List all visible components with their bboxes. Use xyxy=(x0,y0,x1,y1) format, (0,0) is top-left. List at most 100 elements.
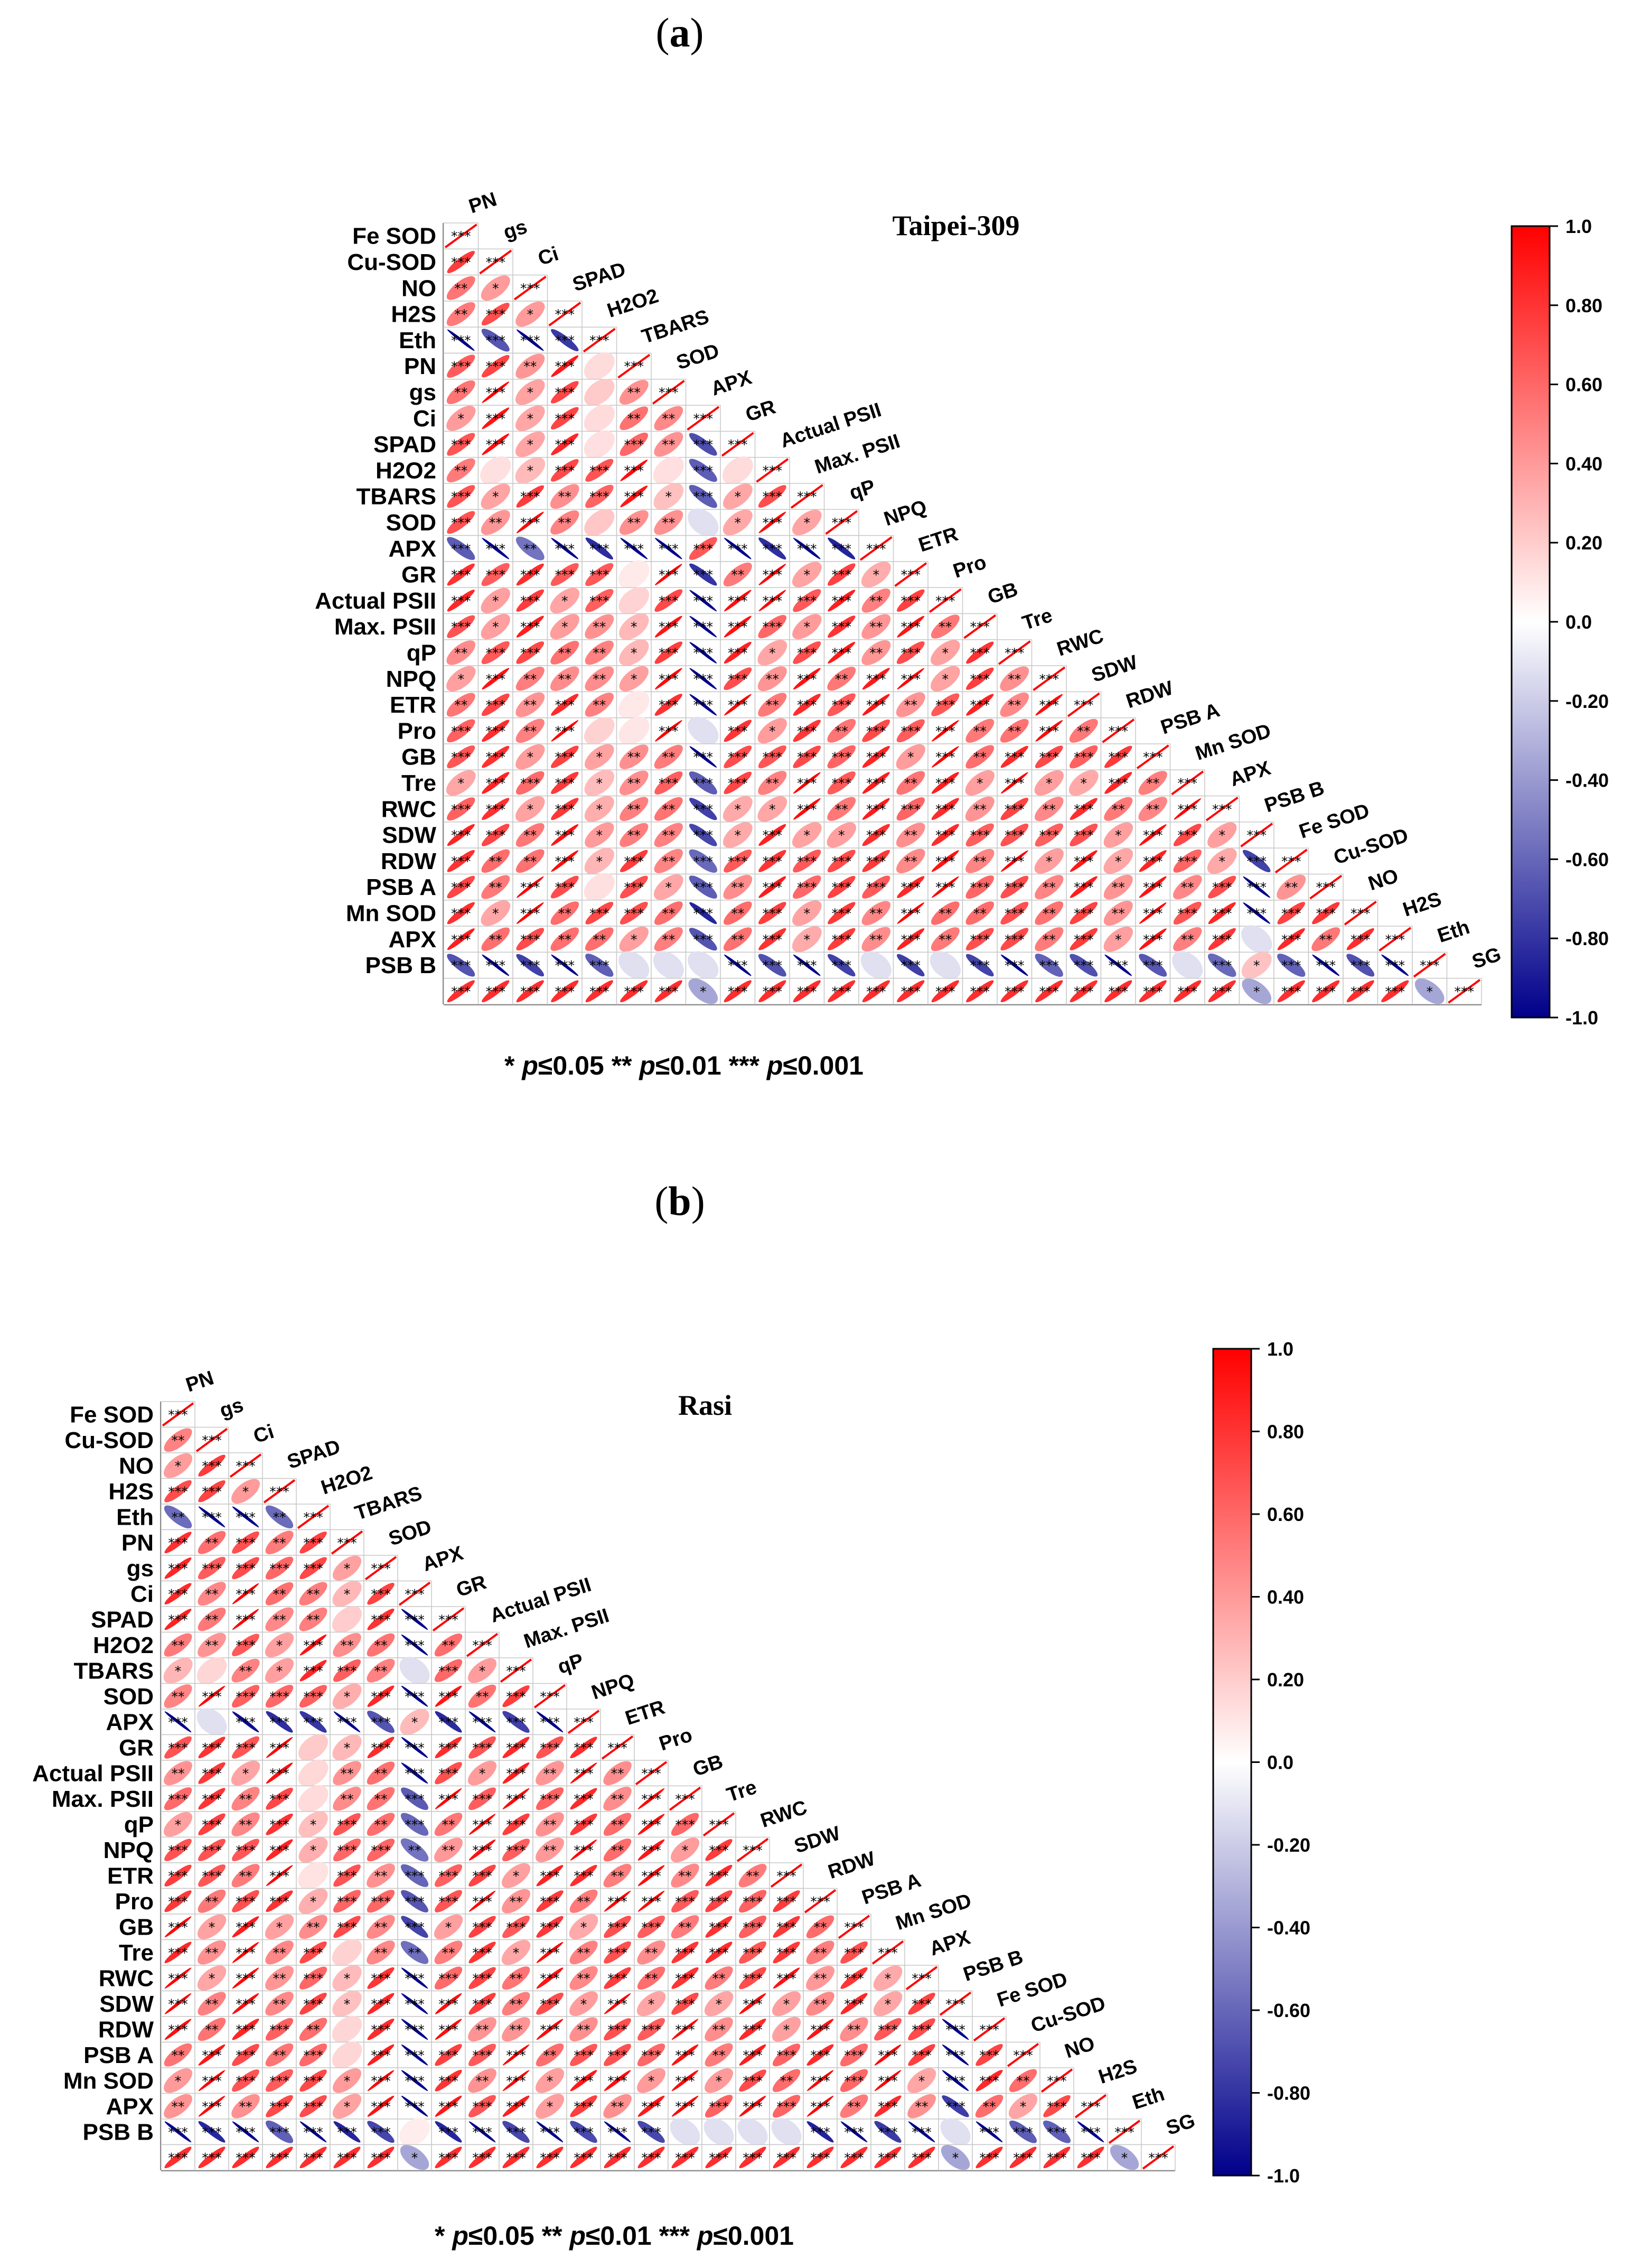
significance-mark-a: *** xyxy=(901,801,921,817)
significance-mark-a: *** xyxy=(866,723,886,739)
correlation-cell-a: *** xyxy=(547,743,583,771)
significance-mark-a: ** xyxy=(939,932,952,947)
correlation-cell-b: *** xyxy=(194,2067,229,2094)
significance-mark-b: ** xyxy=(374,1919,388,1935)
significance-mark-a: *** xyxy=(624,489,644,505)
significance-mark-a: *** xyxy=(589,541,609,556)
correlation-cell-a xyxy=(616,951,652,979)
significance-mark-b: *** xyxy=(912,1996,932,2012)
row-label-b: PSB B xyxy=(83,2119,154,2145)
significance-mark-b: *** xyxy=(168,1407,188,1422)
significance-mark-b: *** xyxy=(709,1919,729,1935)
significance-mark-a: ** xyxy=(904,776,917,791)
correlation-cell-b: *** xyxy=(1039,2118,1074,2145)
significance-mark-b: *** xyxy=(236,1714,256,1730)
significance-mark-a: *** xyxy=(935,828,955,843)
correlation-cell-b: *** xyxy=(330,1888,364,1915)
correlation-cell-b: ** xyxy=(194,1939,229,1966)
correlation-cell-b: *** xyxy=(701,2093,736,2120)
significance-mark-a: *** xyxy=(1039,671,1059,687)
correlation-cell-a: * xyxy=(789,509,825,536)
significance-mark-a: *** xyxy=(866,671,886,687)
correlation-cell-b: *** xyxy=(634,2118,669,2145)
correlation-cell-b: *** xyxy=(363,2093,398,2120)
significance-mark-b: *** xyxy=(641,1894,661,1909)
correlation-cell-b: ** xyxy=(701,2016,736,2043)
significance-mark-a: ** xyxy=(454,463,467,478)
correlation-cell-b: *** xyxy=(634,1811,669,1838)
correlation-cell-a: *** xyxy=(547,822,583,848)
correlation-cell-b: *** xyxy=(566,2144,601,2171)
significance-mark-b: *** xyxy=(202,1740,222,1756)
correlation-cell-a: *** xyxy=(443,822,479,848)
correlation-cell-a: *** xyxy=(893,717,929,744)
correlation-cell-b: * xyxy=(228,1760,263,1787)
significance-mark-b: *** xyxy=(709,2150,729,2166)
correlation-cell-b: *** xyxy=(803,2067,838,2094)
significance-mark-b: *** xyxy=(236,1894,256,1909)
correlation-cell-b: ** xyxy=(161,1631,195,1658)
correlation-cell-b: *** xyxy=(566,1785,601,1812)
significance-mark-a: * xyxy=(527,801,534,817)
correlation-cell-b: *** xyxy=(228,2067,263,2094)
correlation-cell-a: *** xyxy=(823,951,859,979)
significance-mark-b: ** xyxy=(476,1689,489,1704)
correlation-cell-a: *** xyxy=(1204,977,1240,1005)
correlation-cell-b: *** xyxy=(904,1965,939,1992)
significance-mark-a: *** xyxy=(659,984,679,999)
significance-mark-a: *** xyxy=(451,619,471,634)
significance-mark-b: *** xyxy=(438,1740,458,1756)
significance-mark-b: *** xyxy=(810,1894,830,1909)
significance-mark-b: *** xyxy=(607,1919,627,1935)
correlation-cell-b: *** xyxy=(431,1990,466,2017)
significance-mark-a: *** xyxy=(520,645,540,660)
significance-mark-b: *** xyxy=(269,2124,289,2140)
correlation-cell-a: * xyxy=(512,431,548,458)
significance-mark-a: ** xyxy=(662,437,675,452)
correlation-cell-a: *** xyxy=(1100,977,1136,1005)
correlation-cell-a: * xyxy=(789,561,825,588)
correlation-cell-b: *** xyxy=(566,1862,601,1889)
significance-mark-b: *** xyxy=(1148,2150,1168,2166)
correlation-cell-b: *** xyxy=(330,1811,364,1838)
significance-mark-b: ** xyxy=(577,2022,590,2037)
significance-mark-a: *** xyxy=(970,619,990,634)
significance-mark-a: *** xyxy=(520,932,540,947)
correlation-cell-b: *** xyxy=(532,1709,567,1735)
significance-mark-b: ** xyxy=(307,1612,320,1627)
significance-mark-b: *** xyxy=(945,1996,965,2012)
significance-mark-b: *** xyxy=(709,1817,729,1832)
correlation-cell-a: * xyxy=(582,769,617,797)
significance-mark-b: *** xyxy=(438,1971,458,1986)
correlation-cell-a: *** xyxy=(685,691,721,718)
significance-mark-b: *** xyxy=(405,1817,425,1832)
significance-mark-b: * xyxy=(918,2073,925,2088)
significance-mark-b: *** xyxy=(236,2124,256,2140)
correlation-cell-b: *** xyxy=(870,2144,905,2171)
correlation-cell-a: *** xyxy=(754,483,790,510)
correlation-cell-a: *** xyxy=(685,561,721,588)
correlation-cell-b: *** xyxy=(532,1990,567,2017)
correlation-cell-b: *** xyxy=(735,1914,770,1940)
correlation-cell-b: *** xyxy=(161,1580,195,1607)
significance-mark-a: *** xyxy=(763,619,783,634)
correlation-cell-a: *** xyxy=(789,535,825,562)
significance-mark-b: *** xyxy=(168,2022,188,2037)
correlation-cell-a: * xyxy=(547,587,583,614)
correlation-cell-a xyxy=(720,456,756,484)
correlation-cell-a: *** xyxy=(1377,977,1413,1005)
correlation-cell-a: *** xyxy=(789,873,825,901)
correlation-cell-a: *** xyxy=(685,847,721,875)
correlation-cell-b: *** xyxy=(566,2093,601,2120)
significance-mark-a: *** xyxy=(797,854,817,869)
correlation-cell-b: *** xyxy=(532,1785,567,1812)
significance-mark-b: * xyxy=(276,1638,283,1653)
correlation-cell-b: ** xyxy=(262,1965,297,1992)
significance-mark-a: *** xyxy=(832,619,852,634)
correlation-cell-a: * xyxy=(1204,822,1240,848)
chart-title-a: Taipei-309 xyxy=(892,210,1019,241)
correlation-cell-b: *** xyxy=(431,2144,466,2171)
significance-mark-a: ** xyxy=(1077,723,1090,739)
significance-mark-a: *** xyxy=(555,984,575,999)
correlation-cell-b: ** xyxy=(330,1785,364,1812)
